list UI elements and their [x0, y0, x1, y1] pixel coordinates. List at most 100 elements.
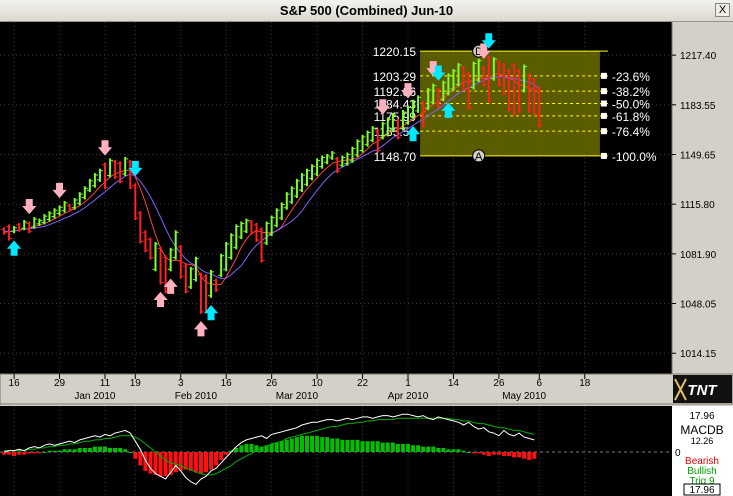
- macd-histogram-bar: [254, 445, 259, 452]
- macd-histogram-bar: [62, 449, 67, 452]
- macd-histogram-bar: [284, 439, 289, 452]
- macd-histogram-bar: [360, 441, 365, 452]
- date-tick-label: 26: [266, 378, 278, 389]
- chart-canvas[interactable]: 1217.40 1183.55 1149.65 1115.80 1081.90 1048.…: [0, 22, 733, 496]
- macd-histogram-bar: [178, 452, 183, 471]
- fib-ratio-label: -50.0%: [612, 98, 650, 112]
- macd-histogram-bar: [390, 442, 395, 452]
- date-tick-label: 26: [493, 378, 505, 389]
- macd-histogram-bar: [451, 449, 456, 452]
- macd-histogram-bar: [522, 452, 527, 459]
- macd-histogram-bar: [289, 438, 294, 452]
- macd-histogram-bar: [471, 452, 476, 454]
- macd-histogram-bar: [274, 442, 279, 452]
- macd-histogram-bar: [47, 450, 52, 452]
- fib-handle: [600, 128, 607, 135]
- macd-histogram-bar: [446, 449, 451, 452]
- macd-histogram-bar: [198, 452, 203, 474]
- indicator-legend-item: Trig 9: [689, 476, 715, 487]
- tnt-logo-text: TNT: [687, 382, 718, 399]
- macd-histogram-bar: [264, 445, 269, 452]
- macd-histogram-bar: [320, 437, 325, 452]
- close-button[interactable]: X: [715, 3, 730, 17]
- date-tick-label: 22: [357, 378, 369, 389]
- macd-histogram-bar: [17, 452, 22, 455]
- macd-histogram-bar: [82, 447, 87, 452]
- macd-histogram-bar: [345, 439, 350, 452]
- macd-histogram-bar: [42, 452, 47, 453]
- price-tick-label: 1048.05: [680, 300, 717, 311]
- macd-histogram-bar: [512, 452, 517, 458]
- cyan-arrow-icon: [481, 33, 496, 49]
- indicator-name: MACDB: [680, 423, 723, 437]
- macd-histogram-bar: [168, 452, 173, 475]
- macd-histogram-bar: [57, 450, 62, 452]
- macd-histogram-bar: [77, 447, 82, 452]
- pink-arrow-icon: [22, 198, 37, 215]
- pink-arrow-icon: [375, 99, 390, 115]
- macd-histogram-bar: [527, 452, 532, 461]
- fib-price-label: 1175.99: [374, 110, 417, 124]
- price-tick-label: 1081.90: [680, 250, 717, 261]
- macd-histogram-bar: [234, 447, 239, 452]
- indicator-legend-panel: [672, 406, 733, 496]
- macd-histogram-bar: [32, 452, 37, 454]
- macd-histogram-bar: [491, 452, 496, 455]
- macd-histogram-bar: [315, 435, 320, 452]
- macd-histogram-bar: [279, 441, 284, 452]
- macd-histogram-bar: [204, 452, 208, 473]
- indicator-readout-top: 17.96: [689, 411, 714, 422]
- macd-histogram-bar: [219, 452, 224, 461]
- macd-histogram-bar: [133, 452, 138, 459]
- macd-histogram-bar: [385, 442, 390, 452]
- macd-histogram-bar: [188, 452, 193, 471]
- price-tick-label: 1217.40: [680, 51, 717, 62]
- tnt-logo-mark: [674, 378, 687, 401]
- fib-ratio-label: -100.0%: [612, 150, 657, 164]
- fib-handle: [600, 112, 607, 119]
- macd-histogram-bar: [259, 446, 264, 452]
- macd-histogram-bar: [350, 439, 355, 452]
- date-tick-label: 16: [9, 378, 21, 389]
- fib-price-label: 1220.15: [373, 45, 417, 59]
- fib-ratio-label: -23.6%: [612, 70, 650, 84]
- macd-histogram-bar: [436, 447, 441, 452]
- macd-histogram-bar: [183, 452, 188, 470]
- pink-arrow-icon: [153, 291, 168, 308]
- pink-arrow-icon: [52, 182, 67, 199]
- macd-histogram-bar: [113, 447, 118, 452]
- macd-line: [3, 413, 535, 486]
- macd-histogram-bar: [431, 446, 436, 452]
- macd-histogram-bar: [370, 441, 375, 452]
- fib-point-a-label: A: [475, 151, 483, 163]
- date-tick-label: 3: [178, 378, 184, 389]
- cyan-arrow-icon: [405, 126, 421, 142]
- macd-histogram-bar: [269, 443, 274, 452]
- macd-histogram-bar: [163, 452, 168, 477]
- macd-histogram-bar: [249, 443, 254, 452]
- indicator-legend-item: Bullish: [687, 466, 716, 477]
- macd-histogram-bar: [426, 446, 431, 452]
- macd-histogram-bar: [37, 452, 42, 454]
- macd-histogram-bar: [406, 443, 410, 452]
- fib-ratio-label: -76.4%: [612, 125, 650, 139]
- macd-histogram-bar: [481, 452, 486, 455]
- date-axis-panel: [0, 373, 733, 405]
- month-label: May 2010: [502, 391, 546, 402]
- indicator-readout-mid: 12.26: [691, 436, 714, 446]
- macd-histogram-bar: [52, 450, 57, 452]
- price-tick-label: 1014.15: [680, 349, 717, 360]
- macd-histogram-bar: [380, 442, 385, 452]
- fib-handle: [600, 72, 607, 79]
- macd-histogram-bar: [305, 435, 309, 452]
- cyan-arrow-icon: [441, 102, 456, 118]
- macd-histogram-bar: [416, 445, 421, 452]
- macd-histogram-bar: [67, 449, 72, 452]
- macd-histogram-bar: [355, 439, 360, 452]
- macd-histogram-bar: [97, 446, 102, 452]
- macd-histogram-bar: [214, 452, 219, 466]
- macd-histogram-bar: [496, 452, 501, 455]
- macd-histogram-bar: [532, 452, 537, 459]
- macd-histogram-bar: [501, 452, 506, 457]
